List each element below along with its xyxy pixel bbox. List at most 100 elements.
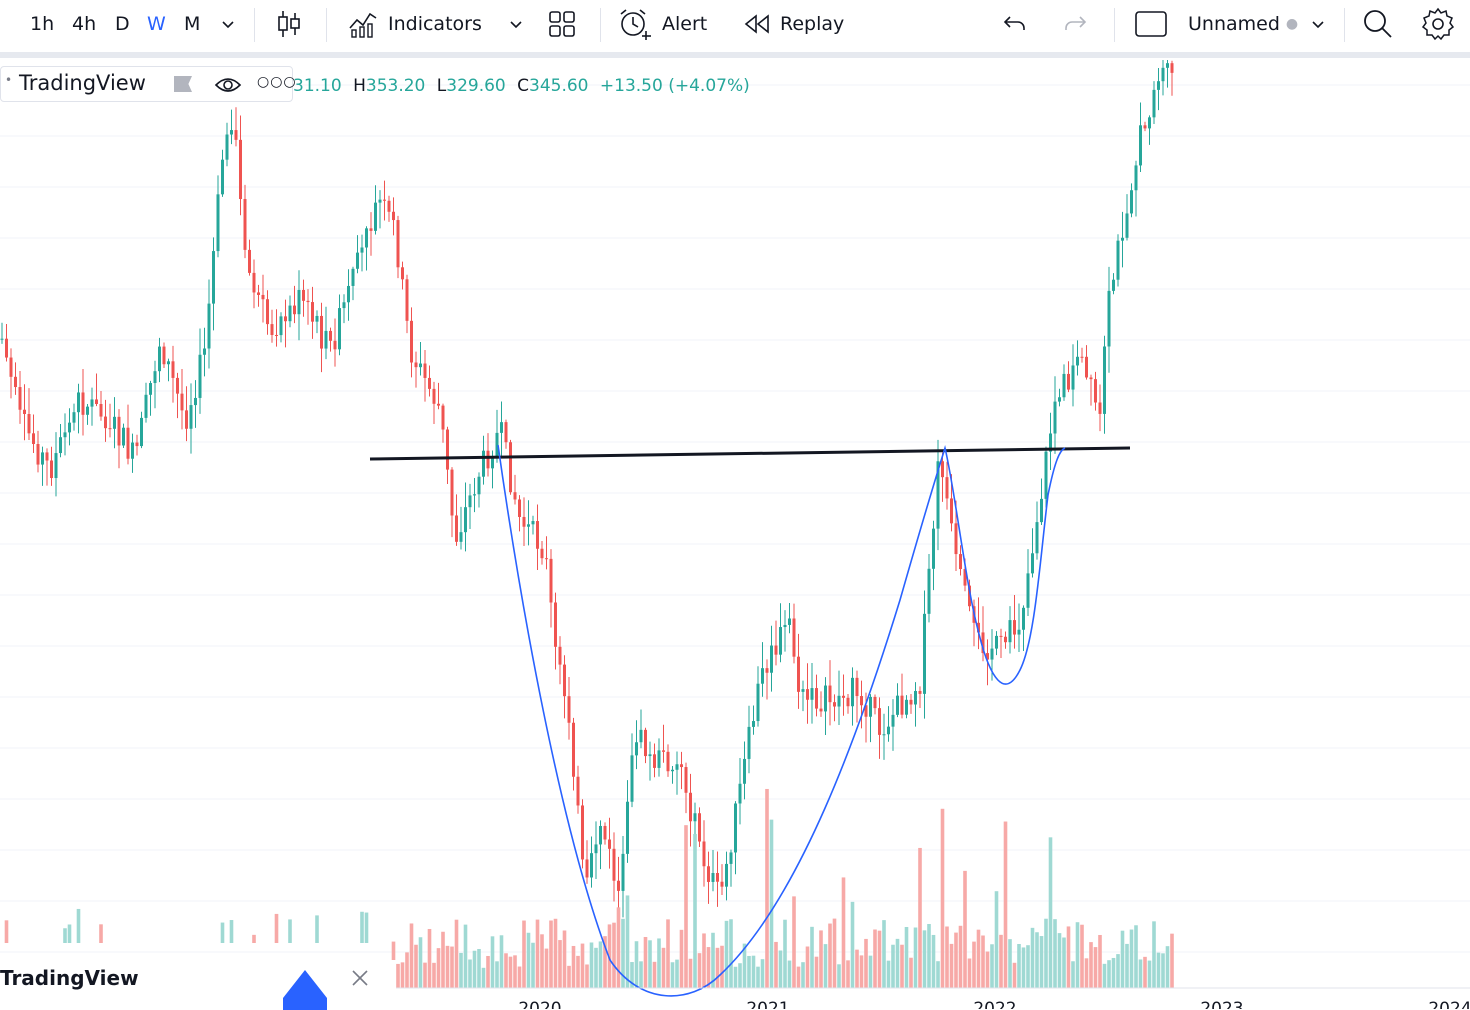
volume-bar xyxy=(688,958,693,988)
volume-bar xyxy=(697,953,702,988)
candle-body xyxy=(639,729,643,743)
candle-body xyxy=(135,442,139,447)
candle-body xyxy=(576,776,580,806)
volume-bar xyxy=(931,934,936,988)
volume-bar xyxy=(1035,932,1039,988)
volume-bar xyxy=(909,957,913,988)
search-icon[interactable] xyxy=(1362,0,1394,48)
candle-body xyxy=(702,841,706,867)
candle-body xyxy=(14,376,17,388)
candles-chart-type-icon[interactable] xyxy=(276,0,302,48)
interval-dropdown-chevron-icon[interactable] xyxy=(220,0,236,48)
candle-body xyxy=(315,315,319,322)
candle-body xyxy=(968,585,971,607)
volume-bar xyxy=(724,920,729,988)
volume-bar xyxy=(940,808,945,988)
candle-body xyxy=(1067,373,1070,390)
candle-body xyxy=(1121,237,1124,241)
undo-icon[interactable] xyxy=(1002,0,1028,48)
candle-body xyxy=(603,825,607,840)
candle-body xyxy=(864,705,868,717)
candle-body xyxy=(1008,620,1012,643)
volume-bar xyxy=(963,870,967,988)
volume-bar xyxy=(904,926,909,988)
indicators-button[interactable]: Indicators xyxy=(348,0,482,48)
volume-bar xyxy=(1107,960,1111,988)
volume-bar xyxy=(607,924,612,988)
candle-body xyxy=(522,516,526,527)
volume-bar xyxy=(1075,922,1080,988)
symbol-legend[interactable]: • TradingView ○○○ xyxy=(0,66,296,102)
candle-body xyxy=(1148,117,1151,129)
settings-gear-icon[interactable] xyxy=(1420,0,1456,48)
more-options-icon[interactable]: ○○○ xyxy=(257,74,297,90)
candle-body xyxy=(180,393,184,411)
volume-bar xyxy=(1170,933,1174,988)
layout-name-button[interactable]: Unnamed ● xyxy=(1188,0,1298,48)
volume-bar xyxy=(1143,956,1147,988)
redo-icon[interactable] xyxy=(1062,0,1088,48)
layout-square-icon[interactable] xyxy=(1134,0,1168,48)
candle-body xyxy=(221,159,224,195)
candle-body xyxy=(626,801,629,854)
candle-body xyxy=(230,130,233,135)
volume-bar xyxy=(1125,943,1129,988)
volume-bar xyxy=(985,951,990,988)
volume-bar xyxy=(675,959,679,988)
volume-bar xyxy=(738,963,742,988)
candle-body xyxy=(1071,365,1075,390)
alert-button[interactable]: Alert xyxy=(618,0,707,48)
candle-body xyxy=(693,813,697,822)
volume-bar xyxy=(427,928,432,988)
candle-body xyxy=(954,523,958,555)
layouts-grid-icon[interactable] xyxy=(548,0,576,48)
indicators-dropdown-chevron-icon[interactable] xyxy=(508,0,524,48)
volume-bar xyxy=(486,955,490,988)
volume-bar xyxy=(769,819,774,988)
volume-bar xyxy=(1003,821,1008,988)
candle-body xyxy=(32,433,35,445)
candle-body xyxy=(131,442,134,459)
replay-button[interactable]: Replay xyxy=(744,0,844,48)
candle-body xyxy=(198,354,202,398)
volume-bar xyxy=(495,961,499,988)
volume-bar xyxy=(549,920,553,988)
volume-bar xyxy=(472,950,477,988)
candle-body xyxy=(671,769,674,772)
candle-body xyxy=(540,548,544,559)
interval-d-button[interactable]: D xyxy=(115,13,130,35)
tradingview-watermark: TradingView xyxy=(0,966,139,990)
volume-bar xyxy=(747,955,751,988)
volume-bar xyxy=(1066,926,1071,988)
candle-body xyxy=(1112,279,1115,291)
candle-body xyxy=(464,507,467,533)
time-label: 2020 xyxy=(518,999,561,1009)
candle-body xyxy=(720,881,724,887)
interval-4h-button[interactable]: 4h xyxy=(72,13,97,35)
interval-m-button[interactable]: M xyxy=(184,13,201,35)
resistance-trendline[interactable] xyxy=(369,446,1131,461)
candle-body xyxy=(63,432,67,438)
volume-bar xyxy=(598,941,603,988)
interval-w-button[interactable]: W xyxy=(147,13,166,35)
flag-icon[interactable] xyxy=(174,76,192,92)
candle-body xyxy=(1058,397,1061,402)
cup-curve-drawing[interactable] xyxy=(497,444,1066,997)
layout-dropdown-chevron-icon[interactable] xyxy=(1310,0,1326,48)
volume-bar xyxy=(562,930,567,988)
candle-body xyxy=(486,450,490,469)
volume-bar xyxy=(1093,947,1098,988)
eye-visibility-icon[interactable] xyxy=(214,75,242,99)
interval-1h-button[interactable]: 1h xyxy=(30,13,55,35)
volume-bar xyxy=(589,942,594,988)
volume-bar xyxy=(729,919,733,988)
legend-drag-handle-icon[interactable]: • xyxy=(5,73,13,87)
volume-bar xyxy=(436,948,441,988)
candle-body xyxy=(68,422,71,433)
candle-body xyxy=(518,499,521,517)
close-icon[interactable] xyxy=(350,968,370,992)
volume-bar xyxy=(927,923,931,988)
candle-body xyxy=(59,437,62,454)
symbol-name[interactable]: TradingView xyxy=(19,71,146,95)
